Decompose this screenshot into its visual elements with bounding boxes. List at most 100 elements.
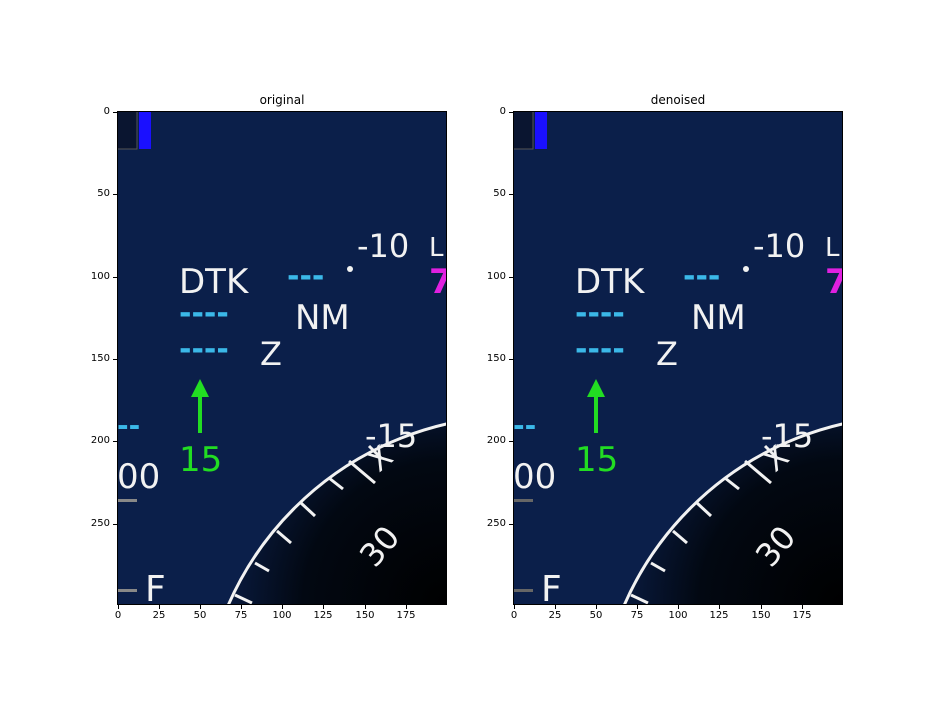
compass-ticks bbox=[234, 444, 384, 605]
x-tick-label: 175 bbox=[396, 610, 416, 621]
y-tick-label: 100 bbox=[90, 271, 110, 282]
blue-indicator-bar bbox=[535, 111, 547, 149]
hud-display-denoised: DTK --- -10 L 7 ---- NM ---- Z 15 -- 00 … bbox=[513, 111, 843, 605]
degree-dot bbox=[347, 266, 353, 272]
y-tick-mark bbox=[113, 112, 117, 113]
distance-value: --- bbox=[287, 259, 324, 294]
wind-arrow-icon bbox=[191, 379, 209, 433]
x-tick-mark bbox=[365, 605, 366, 609]
x-tick-mark bbox=[761, 605, 762, 609]
tape-marker-1 bbox=[513, 499, 533, 502]
magenta-digit: 7 bbox=[825, 262, 843, 302]
compass-ticks bbox=[630, 444, 780, 605]
tape-marker-1 bbox=[117, 499, 137, 502]
x-tick-mark bbox=[719, 605, 720, 609]
x-tick-label: 0 bbox=[114, 610, 122, 621]
dtk-label: DTK bbox=[575, 262, 646, 302]
panel-title-original: original bbox=[259, 93, 305, 107]
x-tick-label: 100 bbox=[272, 610, 292, 621]
dtk-label: DTK bbox=[179, 262, 250, 302]
label-f: F bbox=[145, 569, 166, 605]
pitch-upper-label: -10 bbox=[357, 227, 409, 265]
y-tick-label: 200 bbox=[486, 435, 506, 446]
x-tick-label: 25 bbox=[548, 610, 562, 621]
panel-original: DTK --- -10 L 7 ---- NM ---- Z 15 -- 00 … bbox=[117, 111, 447, 605]
flag-l: L bbox=[429, 233, 444, 263]
x-tick-mark bbox=[678, 605, 679, 609]
x-tick-label: 50 bbox=[589, 610, 603, 621]
x-tick-label: 75 bbox=[630, 610, 644, 621]
y-tick-label: 100 bbox=[486, 271, 506, 282]
x-tick-label: 100 bbox=[668, 610, 688, 621]
label-f: F bbox=[541, 569, 562, 605]
y-tick-label: 0 bbox=[103, 106, 110, 117]
y-tick-label: 250 bbox=[90, 518, 110, 529]
x-tick-mark bbox=[200, 605, 201, 609]
corner-box bbox=[117, 111, 138, 150]
y-tick-mark bbox=[509, 112, 513, 113]
x-tick-mark bbox=[282, 605, 283, 609]
hud-display-original: DTK --- -10 L 7 ---- NM ---- Z 15 -- 00 … bbox=[117, 111, 447, 605]
time-unit: Z bbox=[260, 335, 282, 373]
altitude-fragment: 00 bbox=[513, 457, 556, 497]
x-tick-mark bbox=[596, 605, 597, 609]
y-tick-label: 200 bbox=[90, 435, 110, 446]
blue-indicator-bar bbox=[139, 111, 151, 149]
x-tick-mark bbox=[555, 605, 556, 609]
pitch-upper-label: -10 bbox=[753, 227, 805, 265]
x-tick-mark bbox=[406, 605, 407, 609]
x-tick-mark bbox=[118, 605, 119, 609]
y-tick-mark bbox=[509, 359, 513, 360]
y-tick-label: 150 bbox=[486, 353, 506, 364]
x-tick-mark bbox=[241, 605, 242, 609]
time-value: ---- bbox=[179, 332, 229, 367]
y-tick-mark bbox=[113, 277, 117, 278]
x-tick-mark bbox=[802, 605, 803, 609]
x-tick-label: 75 bbox=[234, 610, 248, 621]
time-unit: Z bbox=[656, 335, 678, 373]
x-tick-label: 50 bbox=[193, 610, 207, 621]
y-tick-label: 50 bbox=[97, 188, 110, 199]
left-dash-marker: -- bbox=[513, 409, 536, 442]
x-tick-mark bbox=[323, 605, 324, 609]
flag-l: L bbox=[825, 233, 840, 263]
x-tick-mark bbox=[159, 605, 160, 609]
wind-speed: 15 bbox=[179, 440, 222, 480]
y-tick-mark bbox=[113, 524, 117, 525]
x-tick-label: 125 bbox=[709, 610, 729, 621]
tape-marker-2 bbox=[513, 589, 533, 592]
y-tick-label: 0 bbox=[499, 106, 506, 117]
x-tick-label: 125 bbox=[313, 610, 333, 621]
corner-box bbox=[513, 111, 534, 150]
magenta-digit: 7 bbox=[429, 262, 447, 302]
y-tick-label: 50 bbox=[493, 188, 506, 199]
pitch-lower-label: -15 bbox=[761, 417, 813, 455]
x-tick-label: 25 bbox=[152, 610, 166, 621]
x-tick-mark bbox=[637, 605, 638, 609]
x-tick-label: 150 bbox=[355, 610, 375, 621]
y-tick-label: 150 bbox=[90, 353, 110, 364]
dtk-value: ---- bbox=[575, 296, 625, 331]
degree-dot bbox=[743, 266, 749, 272]
y-tick-mark bbox=[113, 441, 117, 442]
wind-speed: 15 bbox=[575, 440, 618, 480]
distance-unit: NM bbox=[691, 298, 746, 338]
x-tick-label: 150 bbox=[751, 610, 771, 621]
altitude-fragment: 00 bbox=[117, 457, 160, 497]
y-tick-label: 250 bbox=[486, 518, 506, 529]
distance-value: --- bbox=[683, 259, 720, 294]
time-value: ---- bbox=[575, 332, 625, 367]
left-dash-marker: -- bbox=[117, 409, 140, 442]
y-tick-mark bbox=[113, 359, 117, 360]
y-tick-mark bbox=[509, 194, 513, 195]
distance-unit: NM bbox=[295, 298, 350, 338]
y-tick-mark bbox=[113, 194, 117, 195]
panel-denoised: DTK --- -10 L 7 ---- NM ---- Z 15 -- 00 … bbox=[513, 111, 843, 605]
x-tick-mark bbox=[514, 605, 515, 609]
compass-rose bbox=[228, 423, 447, 605]
y-tick-mark bbox=[509, 277, 513, 278]
tape-marker-2 bbox=[117, 589, 137, 592]
y-tick-mark bbox=[509, 441, 513, 442]
pitch-lower-label: -15 bbox=[365, 417, 417, 455]
y-tick-mark bbox=[509, 524, 513, 525]
